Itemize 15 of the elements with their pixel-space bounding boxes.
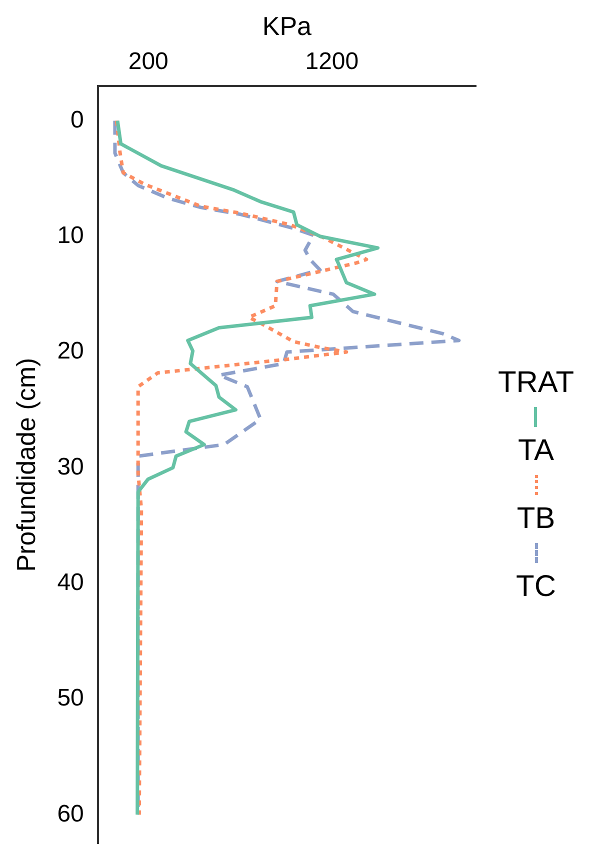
y-tick-label: 10 (57, 222, 84, 249)
x-axis-title: KPa (262, 10, 312, 41)
legend-title: TRAT (498, 365, 574, 401)
y-tick-label: 50 (57, 684, 84, 712)
y-tick-label: 20 (57, 338, 84, 365)
y-tick-label: 0 (70, 106, 84, 134)
y-tick-label: 40 (57, 568, 84, 596)
legend-label: TC (516, 569, 556, 605)
y-tick-label: 60 (57, 800, 84, 828)
legend-label: TA (518, 433, 554, 469)
x-tick-label: 1200 (305, 48, 359, 76)
x-tick-label: 200 (128, 48, 168, 76)
legend-label: TB (516, 501, 556, 537)
y-axis-title: Profundidade (cm) (10, 358, 41, 572)
y-tick-label: 30 (57, 453, 84, 480)
